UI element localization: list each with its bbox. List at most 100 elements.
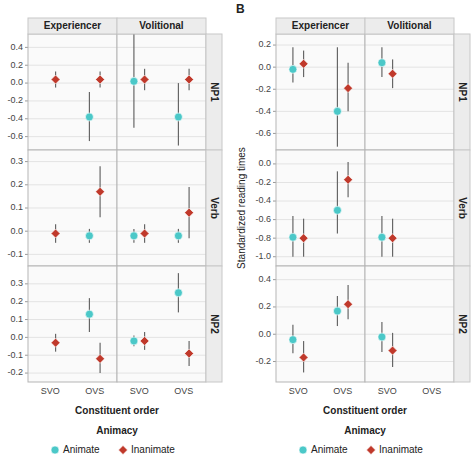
row-strip xyxy=(206,150,222,266)
plot-frame xyxy=(276,34,365,150)
series xyxy=(85,229,93,243)
grid-line xyxy=(28,283,117,284)
column-strip xyxy=(28,18,117,34)
grid-line xyxy=(276,334,365,335)
grid-line xyxy=(28,100,117,101)
grid-line xyxy=(276,306,365,307)
grid-line xyxy=(365,361,454,362)
chart: -0.6-0.4-0.20.00.20.4ExperiencerVolition… xyxy=(0,0,474,474)
panel-label: B xyxy=(236,2,245,16)
y-tick-label: -0.1 xyxy=(7,249,23,259)
point xyxy=(289,336,297,344)
grid-line xyxy=(117,301,206,302)
plot-frame xyxy=(117,266,206,382)
grid-line xyxy=(28,136,117,137)
marks xyxy=(130,34,194,146)
y-tick-label: -0.6 xyxy=(255,214,271,224)
x-tick-label: OVS xyxy=(174,386,193,396)
facet-cell: VolitionalNP1 xyxy=(117,18,222,150)
grid-line xyxy=(117,100,206,101)
point xyxy=(299,234,308,243)
point xyxy=(51,75,60,84)
grid-line xyxy=(276,256,365,257)
column-label: Volitional xyxy=(139,20,183,31)
facet-cell: SVOOVSNP2 xyxy=(117,266,222,396)
error-bar xyxy=(292,47,293,82)
series xyxy=(140,332,194,366)
grid-line xyxy=(276,163,365,164)
grid-line xyxy=(117,373,206,374)
grid-line xyxy=(365,201,454,202)
x-tick-label: SVO xyxy=(41,386,60,396)
grid-line xyxy=(28,118,117,119)
x-axis-label: Constituent order xyxy=(323,405,407,416)
legend-entry: Inanimate xyxy=(131,444,175,455)
y-tick-label: -0.6 xyxy=(7,131,23,141)
plot-background xyxy=(276,150,365,266)
grid-line xyxy=(117,161,206,162)
grid-line xyxy=(365,133,454,134)
grid-line xyxy=(365,256,454,257)
y-tick-label: -0.4 xyxy=(7,113,23,123)
point xyxy=(130,337,138,345)
point xyxy=(51,229,60,238)
legend-marker xyxy=(119,446,128,455)
grid-line xyxy=(28,355,117,356)
y-tick-label: 0.2 xyxy=(10,179,23,189)
x-tick-label: OVS xyxy=(85,386,104,396)
facet-cell: -0.6-0.4-0.20.00.2Experiencer xyxy=(255,18,365,150)
row-strip xyxy=(206,34,222,150)
point xyxy=(130,77,138,85)
grid-line xyxy=(28,161,117,162)
grid-line xyxy=(365,111,454,112)
marks xyxy=(378,47,397,88)
point xyxy=(333,206,341,214)
row-strip xyxy=(454,34,470,150)
point xyxy=(388,69,397,78)
plot-frame xyxy=(117,34,206,150)
facet-cell: -0.10.00.10.20.3 xyxy=(7,150,117,266)
grid-line xyxy=(365,306,454,307)
series xyxy=(51,166,104,243)
point xyxy=(85,113,93,121)
grid-line xyxy=(28,319,117,320)
column-label: Experiencer xyxy=(292,20,349,31)
grid-line xyxy=(117,355,206,356)
point xyxy=(289,233,297,241)
point xyxy=(289,65,297,73)
plot-background xyxy=(117,34,206,150)
grid-line xyxy=(365,67,454,68)
marks xyxy=(51,298,104,373)
y-tick-label: -0.2 xyxy=(7,95,23,105)
grid-line xyxy=(365,45,454,46)
plot-background xyxy=(117,150,206,266)
series xyxy=(140,187,194,243)
series xyxy=(299,285,353,372)
legend-marker xyxy=(299,446,307,454)
column-label: Experiencer xyxy=(44,20,101,31)
point xyxy=(333,107,341,115)
grid-line xyxy=(28,301,117,302)
grid-line xyxy=(117,136,206,137)
series xyxy=(289,47,342,146)
x-tick-label: OVS xyxy=(333,386,352,396)
plot-background xyxy=(365,266,454,382)
row-label: Verb xyxy=(457,197,468,219)
grid-line xyxy=(276,219,365,220)
grid-line xyxy=(365,182,454,183)
grid-line xyxy=(117,283,206,284)
legend-entry: Inanimate xyxy=(379,444,423,455)
series xyxy=(388,333,397,367)
y-tick-label: 0.4 xyxy=(258,274,271,284)
x-tick-label: SVO xyxy=(289,386,308,396)
point xyxy=(174,289,182,297)
grid-line xyxy=(117,231,206,232)
plot-background xyxy=(28,34,117,150)
grid-line xyxy=(365,163,454,164)
point xyxy=(140,75,149,84)
series xyxy=(378,216,386,257)
column-strip xyxy=(365,18,454,34)
grid-line xyxy=(28,231,117,232)
series xyxy=(85,298,93,332)
point xyxy=(299,59,308,68)
